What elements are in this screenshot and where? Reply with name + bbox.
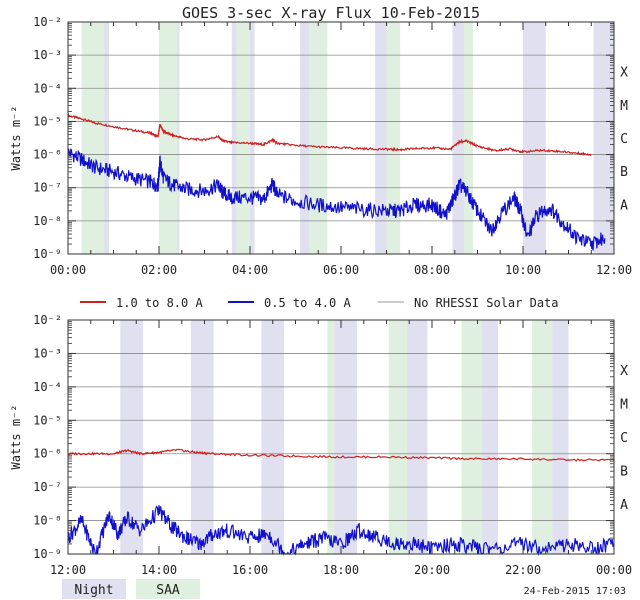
x-tick-label: 10:00: [505, 263, 541, 277]
bottom-panel: 10⁻² 10⁻³ 10⁻⁴ 10⁻⁵ 10⁻⁶ 10⁻⁷ 10⁻⁸ 10⁻⁹ X M C B A Wat…: [9, 313, 632, 577]
series-line: [67, 448, 615, 462]
saa-band: [327, 320, 335, 554]
night-band: [261, 320, 285, 554]
footer-date: 24-Feb-2015 17:03: [524, 586, 626, 597]
night-band: [375, 22, 389, 254]
x-tick-label: 22:00: [505, 563, 541, 577]
y-tick-label: 10⁻²: [33, 15, 62, 29]
saa-swatch: [136, 579, 200, 599]
x-tick-label: 06:00: [323, 263, 359, 277]
x-tick-label: 00:00: [50, 263, 86, 277]
night-band: [523, 22, 546, 254]
x-tick-label: 08:00: [414, 263, 450, 277]
top-panel: 10⁻² 10⁻³ 10⁻⁴ 10⁻⁵ 10⁻⁶ 10⁻⁷ 10⁻⁸ 10⁻⁹ X M C B A Wat…: [9, 15, 632, 277]
y-axis-label: Watts m⁻²: [9, 105, 23, 170]
plot-frame: [67, 319, 615, 555]
night-band: [120, 320, 144, 554]
y-tick-label: 10⁻⁴: [33, 81, 62, 95]
saa-band: [388, 320, 407, 554]
chart-title: GOES 3-sec X-ray Flux 10-Feb-2015: [182, 4, 480, 22]
y-tick-label: 10⁻⁶: [33, 447, 62, 461]
class-label: A: [620, 498, 628, 513]
night-band: [550, 320, 569, 554]
x-tick-label: 02:00: [141, 263, 177, 277]
y-tick-label: 10⁻³: [33, 48, 62, 62]
x-tick-label: 16:00: [232, 563, 268, 577]
saa-band: [236, 22, 250, 254]
saa-band: [81, 22, 105, 254]
y-tick-label: 10⁻⁵: [33, 114, 62, 128]
legend-no-rhessi-label: No RHESSI Solar Data: [414, 296, 559, 310]
night-band: [334, 320, 357, 554]
saa-band: [532, 320, 553, 554]
night-swatch: [62, 579, 126, 599]
class-label: C: [620, 431, 628, 446]
y-tick-label: 10⁻²: [33, 313, 62, 327]
class-label: A: [620, 198, 628, 213]
night-band: [190, 320, 214, 554]
night-band: [406, 320, 428, 554]
x-tick-label: 20:00: [414, 563, 450, 577]
class-label: X: [620, 364, 628, 379]
y-tick-label: 10⁻³: [33, 346, 62, 360]
y-tick-label: 10⁻⁹: [33, 247, 62, 261]
x-tick-label: 12:00: [50, 563, 86, 577]
y-tick-label: 10⁻⁸: [33, 214, 62, 228]
y-tick-label: 10⁻⁵: [33, 413, 62, 427]
night-label: Night: [74, 583, 113, 598]
saa-label: SAA: [156, 583, 180, 598]
y-tick-label: 10⁻⁸: [33, 514, 62, 528]
y-tick-label: 10⁻⁹: [33, 547, 62, 561]
class-label: C: [620, 132, 628, 147]
saa-band: [159, 22, 178, 254]
x-tick-label: 12:00: [596, 263, 632, 277]
bottom-legend: Night SAA: [62, 579, 200, 599]
class-label: B: [620, 464, 628, 479]
x-tick-label: 04:00: [232, 263, 268, 277]
x-tick-label: 14:00: [141, 563, 177, 577]
legend-long-label: 1.0 to 8.0 A: [116, 296, 203, 310]
saa-band: [309, 22, 328, 254]
saa-band: [461, 320, 483, 554]
night-band: [479, 320, 498, 554]
y-tick-label: 10⁻⁷: [33, 181, 62, 195]
plot-frame: [67, 21, 615, 255]
legend-short-label: 0.5 to 4.0 A: [264, 296, 351, 310]
series-line: [67, 112, 592, 157]
y-axis-label: Watts m⁻²: [9, 404, 23, 469]
x-tick-label: 00:00: [596, 563, 632, 577]
class-label: M: [620, 99, 628, 114]
y-tick-label: 10⁻⁶: [33, 148, 62, 162]
series-line: [67, 148, 606, 251]
night-band: [593, 22, 614, 254]
class-label: M: [620, 398, 628, 413]
y-tick-label: 10⁻⁴: [33, 380, 62, 394]
saa-band: [463, 22, 473, 254]
legend: 1.0 to 8.0 A 0.5 to 4.0 A No RHESSI Sola…: [80, 296, 559, 310]
class-label: B: [620, 165, 628, 180]
x-tick-label: 18:00: [323, 563, 359, 577]
y-tick-label: 10⁻⁷: [33, 480, 62, 494]
class-label: X: [620, 66, 628, 81]
saa-band: [386, 22, 401, 254]
